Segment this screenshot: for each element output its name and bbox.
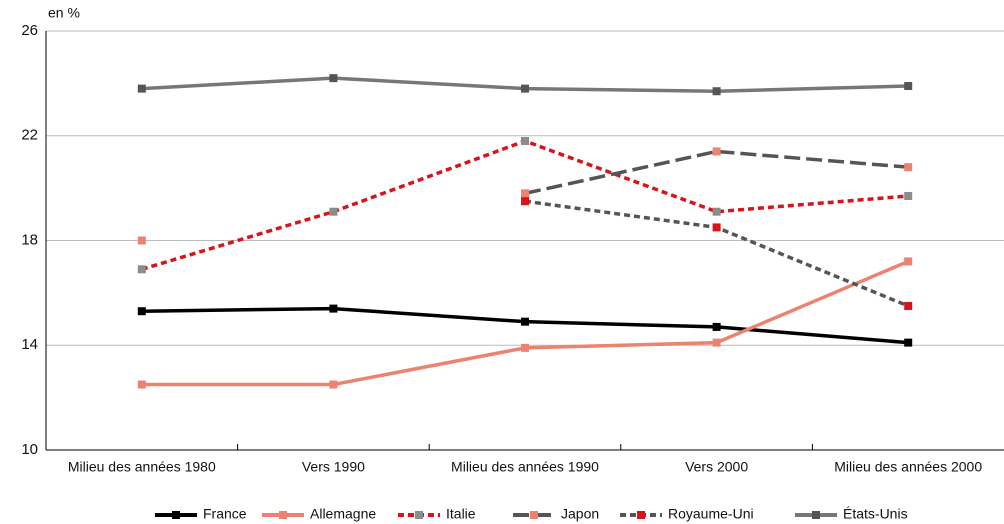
legend-marker (279, 511, 287, 519)
point-marker (521, 317, 529, 326)
legend-label: États-Unis (843, 506, 908, 522)
point-marker (329, 74, 338, 83)
x-tick-label: Milieu des années 2000 (834, 459, 982, 475)
point-marker (904, 81, 913, 90)
point-marker (712, 338, 721, 347)
point-marker (521, 343, 529, 352)
point-marker (329, 380, 338, 389)
x-tick-label: Vers 2000 (685, 459, 748, 475)
legend-marker (812, 511, 820, 519)
series-line (524, 149, 909, 196)
series-line (524, 199, 909, 308)
point-marker (712, 223, 721, 232)
legend-marker (415, 511, 423, 519)
point-marker (712, 322, 721, 331)
y-tick-label: 26 (21, 22, 38, 39)
point-marker (521, 197, 529, 206)
y-tick-label: 18 (21, 231, 38, 248)
legend-label: France (203, 506, 247, 522)
point-marker (521, 136, 529, 145)
point-marker (521, 84, 529, 93)
legend-label: Japon (561, 506, 599, 522)
legend-label: Royaume-Uni (668, 506, 754, 522)
legend-marker (530, 511, 538, 519)
point-marker (137, 265, 146, 274)
point-marker (904, 191, 913, 200)
legend-marker (172, 511, 180, 519)
point-marker (329, 304, 338, 313)
point-marker (137, 307, 146, 316)
point-marker (137, 84, 146, 93)
point-marker (712, 207, 721, 216)
legend-label: Allemagne (310, 506, 376, 522)
point-marker (329, 207, 338, 216)
point-marker (712, 147, 721, 156)
point-marker (904, 163, 913, 172)
point-marker (904, 257, 913, 266)
legend-label: Italie (446, 506, 476, 522)
x-tick-label: Vers 1990 (302, 459, 365, 475)
point-marker (712, 87, 721, 96)
legend-marker (637, 511, 645, 519)
x-tick-label: Milieu des années 1980 (68, 459, 216, 475)
point-marker (904, 301, 913, 310)
y-tick-label: 14 (21, 336, 38, 353)
point-marker (521, 189, 529, 198)
point-marker (137, 380, 146, 389)
y-tick-label: 22 (21, 127, 38, 144)
x-tick-label: Milieu des années 1990 (451, 459, 599, 475)
y-axis-label: en % (48, 5, 80, 21)
point-marker (904, 338, 913, 347)
point-marker (137, 236, 146, 245)
y-tick-label: 10 (21, 441, 38, 458)
